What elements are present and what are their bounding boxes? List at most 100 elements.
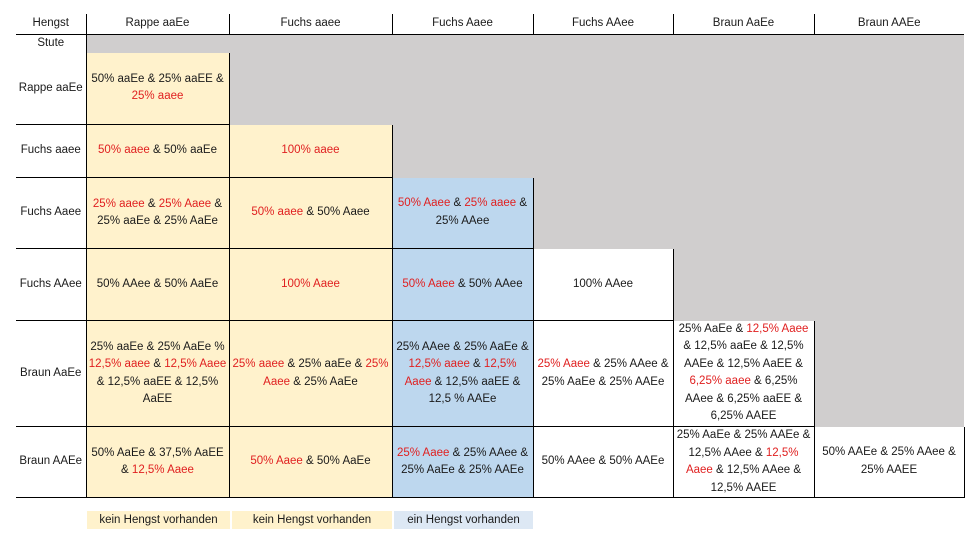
highlight-text: 12,5% Aaee bbox=[746, 322, 809, 335]
highlight-text: 50% aaee bbox=[98, 144, 150, 157]
empty-cell bbox=[533, 177, 673, 249]
cell-text: & 50% Aaee bbox=[303, 206, 370, 219]
result-cell: 50% AAEe & 25% AAee & 25% AAEE bbox=[814, 426, 965, 498]
cell-text: 100% AAee bbox=[572, 277, 634, 290]
highlight-text: 12,5% Aaee bbox=[685, 446, 799, 477]
highlight-text: 12,5% Aaee bbox=[404, 358, 517, 388]
empty-cell bbox=[229, 34, 392, 53]
legend-item: kein Hengst vorhanden bbox=[87, 511, 230, 529]
result-cell: 25% AaEe & 25% AAEe & 12,5% AAee & 12,5%… bbox=[673, 426, 815, 498]
empty-cell bbox=[814, 34, 964, 53]
cell-text: & 12,5% aaEe & 12,5% AAEe & 12,5% AaEE & bbox=[683, 340, 804, 370]
cell-text: & 25% aaEe & 25% AaEe bbox=[97, 197, 223, 228]
table-row: Fuchs Aaee 25% aaee & 25% Aaee & 25% aaEe… bbox=[16, 177, 964, 249]
row-header: Fuchs Aaee bbox=[16, 177, 87, 249]
highlight-text: 12,5% Aaee bbox=[164, 358, 227, 370]
table-row: Rappe aaEe 50% aaEe & 25% aaEE & 25% aaee bbox=[16, 52, 964, 125]
table-row: Braun AAEe 50% AaEe & 37,5% AaEE & 12,5% … bbox=[16, 426, 965, 498]
highlight-text: 50% Aaee bbox=[397, 197, 451, 210]
empty-cell bbox=[229, 52, 392, 125]
breeding-table: Hengst Rappe aaEe Fuchs aaee Fuchs Aaee … bbox=[16, 14, 965, 498]
result-cell: 25% aaee & 25% aaEe & 25% Aaee & 25% AaE… bbox=[229, 320, 393, 427]
highlight-text: 25% Aaee bbox=[537, 358, 590, 370]
cell-text: & 50% aaEe bbox=[149, 144, 217, 157]
stute-row: Stute bbox=[16, 34, 964, 53]
empty-cell bbox=[673, 248, 814, 321]
highlight-text: 25% aaee bbox=[92, 197, 145, 210]
cell-text: & bbox=[469, 358, 484, 370]
cell-text: 25% aaEe & 25% AaEe % bbox=[90, 340, 225, 353]
row-header: Rappe aaEe bbox=[16, 52, 87, 125]
highlight-text: 12,5% Aaee bbox=[131, 464, 194, 476]
empty-cell bbox=[814, 52, 964, 125]
cell-text: & 25% aaEe & bbox=[284, 358, 366, 370]
highlight-text: 12,5% aaee bbox=[88, 358, 151, 370]
result-cell: 50% AAee & 50% AaEe bbox=[86, 248, 230, 321]
empty-cell bbox=[814, 124, 964, 178]
result-cell: 100% aaee bbox=[229, 124, 393, 178]
cell-text: & bbox=[450, 197, 465, 210]
result-cell: 100% AAee bbox=[533, 248, 674, 321]
highlight-text: 12,5% aaee bbox=[408, 358, 470, 370]
highlight-text: 25% Aaee bbox=[263, 358, 389, 388]
result-cell: 25% aaee & 25% Aaee & 25% aaEe & 25% AaE… bbox=[86, 177, 230, 249]
cell-text: 50% AaEe & 37,5% AaEE & bbox=[91, 446, 224, 477]
column-header: Braun AAEe bbox=[813, 14, 964, 35]
result-cell: 50% Aaee & 50% AaEe bbox=[229, 426, 393, 498]
cell-text: 50% aaEe & 25% aaEE & bbox=[91, 72, 224, 85]
result-cell: 50% AaEe & 37,5% AaEE & 12,5% Aaee bbox=[86, 426, 230, 498]
cell-text: & 12,5% AAee & 12,5% AAEE bbox=[710, 464, 802, 494]
empty-cell bbox=[533, 124, 673, 178]
highlight-text: 25% Aaee bbox=[396, 446, 450, 459]
cell-text: 25% AaEe & bbox=[678, 322, 747, 335]
empty-cell bbox=[814, 177, 964, 249]
highlight-text: 25% Aaee bbox=[158, 197, 212, 210]
column-header: Rappe aaEe bbox=[85, 14, 229, 35]
result-cell: 50% aaee & 50% aaEe bbox=[86, 124, 230, 178]
legend-item: kein Hengst vorhanden bbox=[232, 511, 392, 529]
table-row: Braun AaEe 25% aaEe & 25% AaEe % 12,5% aa… bbox=[16, 320, 964, 427]
column-header: Fuchs aaee bbox=[228, 14, 392, 35]
result-cell: 50% AAee & 50% AAEe bbox=[533, 426, 674, 498]
cell-text: & 12,5% aaEE & 12,5 % AAEe bbox=[428, 375, 521, 406]
highlight-text: 50% Aaee bbox=[250, 455, 303, 468]
cell-text: & bbox=[144, 197, 159, 210]
cell-text: & 25% AAee & 25% AaEe & 25% AAEe bbox=[401, 446, 529, 477]
table-row: Fuchs AAee 50% AAee & 50% AaEe 100% Aaee 50… bbox=[16, 248, 964, 321]
corner-label: Hengst bbox=[16, 14, 86, 35]
row-header: Braun AaEe bbox=[16, 320, 87, 427]
highlight-text: 25% aaee bbox=[464, 197, 517, 210]
empty-cell bbox=[673, 177, 814, 249]
result-cell: 25% aaEe & 25% AaEe % 12,5% aaee & 12,5%… bbox=[86, 320, 230, 427]
empty-cell bbox=[673, 124, 814, 178]
empty-cell bbox=[533, 52, 673, 125]
empty-cell bbox=[673, 52, 814, 125]
highlight-text: 100% Aaee bbox=[281, 277, 340, 290]
column-header: Fuchs Aaee bbox=[391, 14, 533, 35]
highlight-text: 50% aaee bbox=[251, 206, 304, 219]
highlight-text: 25% aaee bbox=[232, 358, 285, 370]
result-cell: 25% AAee & 25% AaEe & 12,5% aaee & 12,5%… bbox=[392, 320, 534, 427]
cell-text: & 12,5% aaEE & 12,5% AaEE bbox=[96, 375, 219, 406]
result-cell: 50% aaEe & 25% aaEE & 25% aaee bbox=[86, 52, 230, 125]
cell-text: & 50% AaEe bbox=[302, 455, 371, 468]
result-cell: 25% Aaee & 25% AAee & 25% AaEe & 25% AAE… bbox=[533, 320, 674, 427]
empty-cell bbox=[86, 34, 229, 53]
empty-cell bbox=[814, 248, 964, 321]
cell-text: & 6,25% AAee & 6,25% aaEE & 6,25% AAEE bbox=[685, 375, 802, 423]
stute-label: Stute bbox=[16, 34, 87, 53]
empty-cell bbox=[814, 320, 964, 427]
column-header: Braun AaEe bbox=[672, 14, 814, 35]
highlight-text: 100% aaee bbox=[281, 144, 340, 156]
cell-text: & 25% AaEe bbox=[290, 375, 358, 388]
empty-cell bbox=[392, 124, 533, 178]
cell-text: 50% AAEe & 25% AAee & 25% AAEE bbox=[822, 446, 956, 476]
result-cell: 25% AaEe & 12,5% Aaee & 12,5% aaEe & 12,… bbox=[673, 320, 815, 427]
cell-text: 25% AaEe & 25% AAEe & 12,5% AAee & bbox=[676, 429, 811, 459]
cell-text: & 50% AAee bbox=[454, 277, 523, 290]
legend-item: ein Hengst vorhanden bbox=[394, 511, 533, 529]
highlight-text: 6,25% aaee bbox=[689, 375, 751, 388]
result-cell: 50% Aaee & 25% aaee & 25% AAee bbox=[392, 177, 534, 249]
cell-text: & bbox=[150, 358, 165, 370]
cell-text: 50% AAee & 50% AaEe bbox=[96, 277, 219, 290]
